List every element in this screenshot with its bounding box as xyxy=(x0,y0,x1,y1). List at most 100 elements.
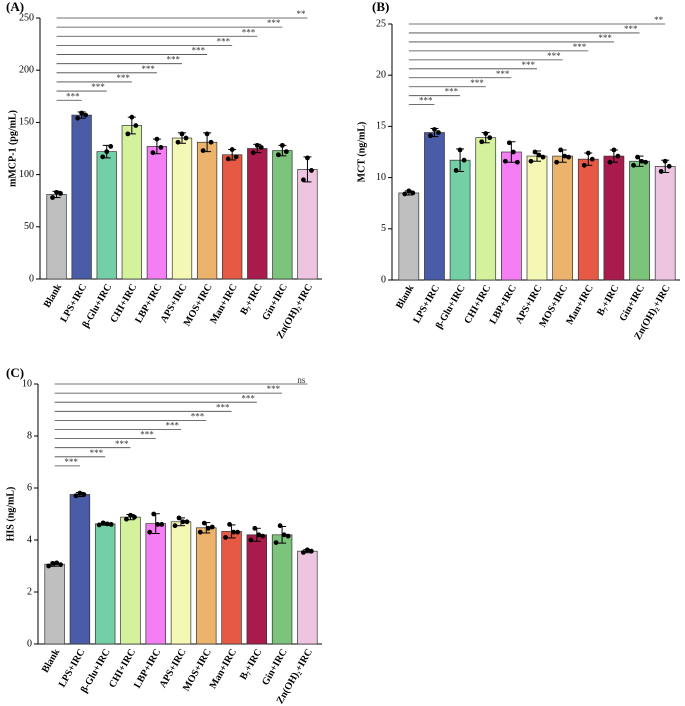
significance-label: *** xyxy=(140,430,154,440)
data-point xyxy=(54,189,59,195)
bar xyxy=(501,151,522,281)
significance-label: *** xyxy=(167,55,181,65)
data-point xyxy=(197,529,203,535)
data-point xyxy=(607,159,613,165)
significance-label: *** xyxy=(267,384,281,394)
significance-label: *** xyxy=(242,27,256,37)
data-point xyxy=(151,511,157,517)
y-tick-label: 150 xyxy=(19,117,34,128)
data-point xyxy=(457,147,463,153)
data-point xyxy=(54,560,60,566)
data-point xyxy=(309,168,314,173)
data-point xyxy=(248,537,254,543)
data-point xyxy=(536,152,542,158)
data-point xyxy=(83,112,89,118)
data-point xyxy=(79,110,85,116)
data-point xyxy=(453,168,459,173)
data-point xyxy=(235,529,240,535)
bar xyxy=(449,159,471,281)
data-point xyxy=(159,522,165,527)
bar xyxy=(71,114,92,280)
bar xyxy=(552,155,573,281)
data-point xyxy=(179,131,185,137)
data-point xyxy=(180,519,186,525)
bar xyxy=(475,137,497,281)
data-point xyxy=(281,532,287,538)
data-point xyxy=(108,522,114,527)
x-tick-label: Blank xyxy=(40,647,63,675)
data-point xyxy=(528,158,534,164)
data-point xyxy=(100,154,106,160)
panel-title: (C) xyxy=(6,365,24,380)
bar xyxy=(221,531,242,645)
data-point xyxy=(487,135,493,141)
data-point xyxy=(436,130,441,135)
bar xyxy=(297,550,318,645)
significance-label: *** xyxy=(598,33,612,43)
data-point xyxy=(133,123,139,128)
data-point xyxy=(502,158,508,164)
significance-label: *** xyxy=(470,78,484,88)
data-point xyxy=(585,150,591,156)
significance-label: *** xyxy=(216,402,230,412)
y-tick-label: 200 xyxy=(19,64,34,75)
data-point xyxy=(225,156,231,162)
significance-label: *** xyxy=(573,42,587,52)
bar xyxy=(577,158,599,281)
bar xyxy=(272,150,293,280)
significance-label: *** xyxy=(217,36,231,46)
y-tick-label: 6 xyxy=(27,482,32,493)
data-point xyxy=(479,139,485,145)
data-point xyxy=(100,520,106,526)
y-tick-label: 0 xyxy=(29,273,34,284)
data-point xyxy=(540,154,546,160)
bar xyxy=(271,534,293,645)
y-tick-label: 15 xyxy=(376,121,386,132)
significance-label: *** xyxy=(166,421,180,431)
bar xyxy=(398,192,420,281)
data-point xyxy=(158,145,164,150)
bar xyxy=(69,494,91,645)
data-point xyxy=(176,515,182,521)
data-point xyxy=(73,493,79,499)
data-point xyxy=(200,148,206,153)
bar xyxy=(44,563,65,645)
data-point xyxy=(201,520,207,526)
y-tick-label: 5 xyxy=(381,223,386,234)
data-point xyxy=(129,114,135,120)
data-point xyxy=(209,524,215,530)
data-point xyxy=(147,529,153,535)
significance-label: *** xyxy=(64,457,78,467)
data-point xyxy=(132,514,137,520)
significance-label: *** xyxy=(141,64,155,74)
data-point xyxy=(532,149,538,155)
significance-label: *** xyxy=(241,393,255,403)
data-point xyxy=(566,154,572,160)
bar xyxy=(96,151,117,280)
significance-label: *** xyxy=(624,24,638,34)
data-point xyxy=(229,147,235,152)
y-tick-label: 50 xyxy=(24,221,34,232)
data-point xyxy=(410,190,416,196)
significance-label: ** xyxy=(296,9,306,19)
data-point xyxy=(208,139,214,145)
bar xyxy=(526,155,548,281)
data-point xyxy=(58,562,64,568)
significance-label: *** xyxy=(191,411,205,421)
data-point xyxy=(260,533,266,539)
significance-label: *** xyxy=(445,87,459,97)
data-point xyxy=(283,149,289,155)
significance-label: *** xyxy=(419,96,433,106)
panel-title: (A) xyxy=(6,0,24,14)
x-tick-label: Blank xyxy=(42,282,65,310)
y-axis-label: MCT (ng/mL) xyxy=(356,122,367,183)
data-point xyxy=(104,149,110,155)
data-point xyxy=(562,153,568,159)
data-point xyxy=(432,127,437,132)
bar xyxy=(196,527,217,645)
bar xyxy=(222,154,243,280)
data-point xyxy=(300,550,306,555)
significance-label: ns xyxy=(297,375,306,385)
data-point xyxy=(250,150,256,156)
significance-label: *** xyxy=(192,46,206,56)
